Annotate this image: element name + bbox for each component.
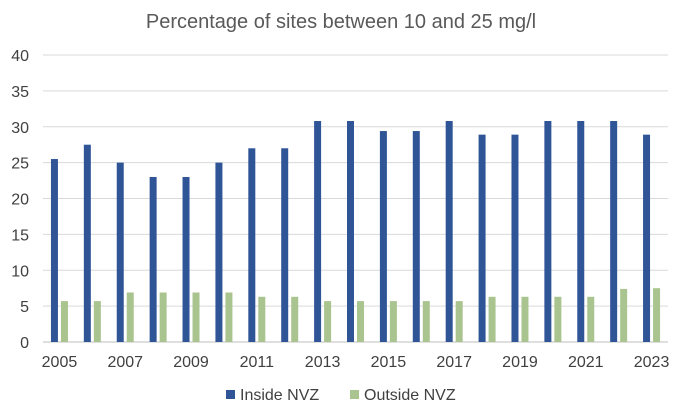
bars (50, 121, 661, 342)
legend-label-outside-nvz: Outside NVZ (364, 387, 456, 404)
bar-outside-nvz-2009 (192, 292, 200, 342)
x-tick-label-2011: 2011 (240, 354, 275, 371)
bar-inside-nvz-2021 (577, 121, 585, 342)
bar-inside-nvz-2014 (347, 121, 354, 342)
x-tick-label-2007: 2007 (107, 354, 143, 371)
bar-inside-nvz-2013 (314, 121, 322, 342)
bar-inside-nvz-2022 (610, 121, 618, 342)
bar-outside-nvz-2017 (455, 301, 463, 342)
y-tick-label-20: 20 (11, 192, 29, 209)
y-tick-label-10: 10 (11, 263, 29, 280)
bar-outside-nvz-2015 (389, 301, 397, 342)
x-tick-label-2017: 2017 (436, 354, 472, 371)
bar-inside-nvz-2008 (149, 176, 157, 342)
bar-inside-nvz-2012 (281, 148, 289, 342)
bar-outside-nvz-2006 (93, 301, 101, 342)
y-axis-ticks: 0 5 10 15 20 25 30 35 40 (11, 48, 29, 352)
legend-label-inside-nvz: Inside NVZ (240, 387, 319, 404)
x-tick-label-2023: 2023 (634, 354, 670, 371)
y-tick-label-5: 5 (20, 299, 29, 316)
x-axis-ticks: 2005 2007 2009 2011 2013 2015 2017 2019 2021 2023 (42, 354, 670, 371)
bar-outside-nvz-2022 (620, 288, 628, 342)
y-tick-label-40: 40 (11, 48, 29, 65)
legend-swatch-outside-nvz (350, 390, 359, 399)
legend-swatch-inside-nvz (226, 390, 235, 399)
bar-inside-nvz-2007 (116, 162, 124, 342)
y-tick-label-0: 0 (20, 335, 29, 352)
y-tick-label-35: 35 (11, 84, 29, 101)
bar-inside-nvz-2020 (544, 121, 552, 342)
bar-outside-nvz-2021 (587, 296, 595, 342)
bar-outside-nvz-2023 (653, 288, 661, 342)
bar-inside-nvz-2019 (511, 134, 519, 342)
y-tick-label-30: 30 (11, 120, 29, 137)
x-tick-label-2021: 2021 (568, 354, 604, 371)
bar-inside-nvz-2005 (50, 159, 58, 342)
x-tick-label-2015: 2015 (371, 354, 407, 371)
bar-inside-nvz-2017 (445, 121, 453, 342)
gridlines (43, 54, 668, 343)
bar-inside-nvz-2006 (83, 144, 91, 342)
bar-outside-nvz-2014 (357, 301, 364, 342)
x-tick-label-2009: 2009 (173, 354, 209, 371)
bar-outside-nvz-2008 (159, 292, 167, 342)
bar-inside-nvz-2023 (643, 134, 651, 342)
bar-outside-nvz-2010 (225, 292, 233, 342)
bar-inside-nvz-2016 (412, 131, 420, 342)
y-tick-label-15: 15 (11, 227, 29, 244)
bar-inside-nvz-2011 (248, 148, 256, 342)
bar-outside-nvz-2013 (324, 301, 332, 342)
bar-inside-nvz-2009 (182, 176, 190, 342)
bar-inside-nvz-2010 (215, 162, 223, 342)
bar-outside-nvz-2012 (291, 296, 299, 342)
bar-inside-nvz-2018 (478, 134, 486, 342)
y-tick-label-25: 25 (11, 156, 29, 173)
x-tick-label-2013: 2013 (305, 354, 341, 371)
bar-outside-nvz-2018 (488, 296, 496, 342)
x-tick-label-2005: 2005 (42, 354, 78, 371)
bar-inside-nvz-2015 (379, 131, 387, 342)
bar-outside-nvz-2007 (126, 292, 134, 342)
legend: Inside NVZ Outside NVZ (226, 387, 456, 404)
bar-outside-nvz-2016 (422, 301, 430, 342)
chart-title: Percentage of sites between 10 and 25 mg… (146, 11, 536, 33)
bar-outside-nvz-2005 (60, 301, 68, 342)
bar-outside-nvz-2020 (554, 296, 562, 342)
bar-outside-nvz-2011 (258, 296, 266, 342)
bar-outside-nvz-2019 (521, 296, 529, 342)
x-tick-label-2019: 2019 (502, 354, 538, 371)
